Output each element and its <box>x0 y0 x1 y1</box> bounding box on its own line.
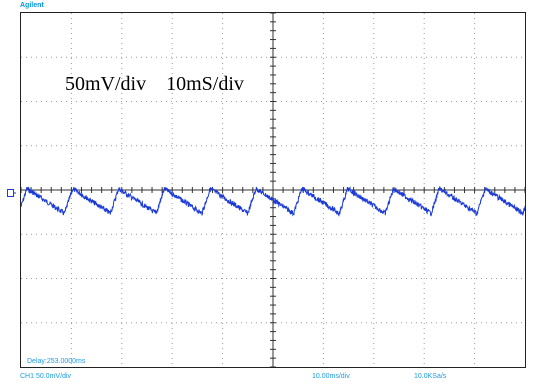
channel-scale-readout: CH1 50.0mV/div <box>20 373 71 380</box>
waveform-graticule <box>21 13 525 367</box>
scale-annotation: 50mV/div 10mS/div <box>65 73 244 95</box>
agilent-logo-text: Agilent <box>20 2 44 9</box>
channel-ground-marker-icon <box>7 184 16 197</box>
scope-display: 50mV/div 10mS/div Delay:253.0000ms <box>20 12 526 368</box>
sample-rate-readout: 10.0KSa/s <box>414 373 447 380</box>
timebase-readout: 10.00ms/div <box>312 373 350 380</box>
ch1-waveform-trace <box>21 185 525 217</box>
delay-readout: Delay:253.0000ms <box>27 358 86 365</box>
